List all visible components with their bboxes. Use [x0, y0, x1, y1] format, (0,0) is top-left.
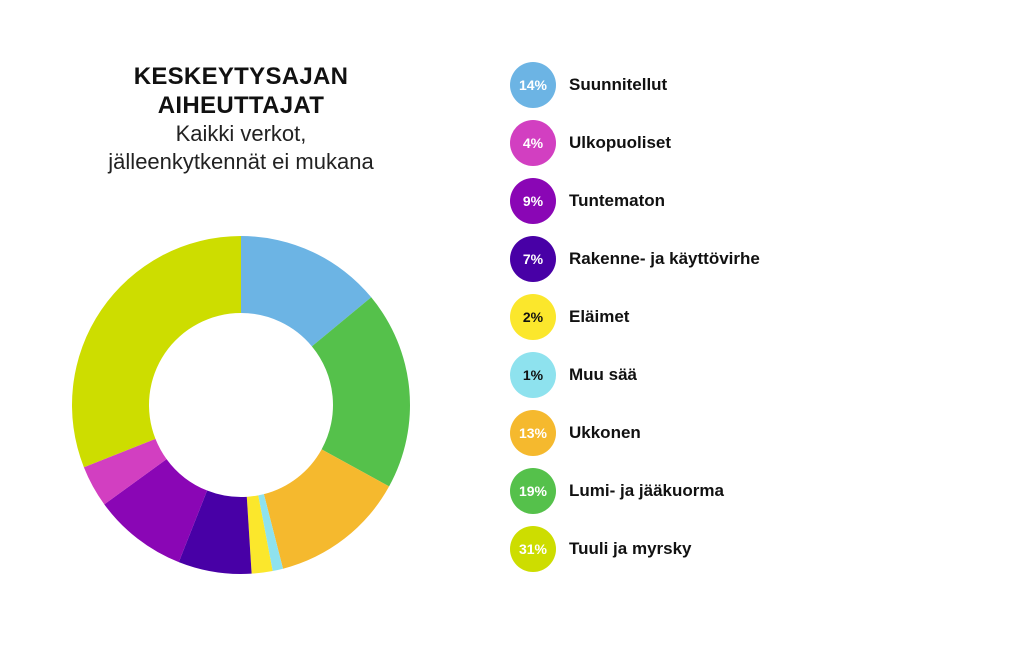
donut-slice-1 [241, 236, 372, 347]
legend-value-badge: 4% [510, 120, 556, 166]
donut-slice-6 [178, 490, 252, 574]
legend-label: Muu sää [569, 365, 638, 384]
legend-value-badge: 19% [510, 468, 556, 514]
legend-label: Suunnitellut [569, 75, 668, 94]
chart-title-line-1: KESKEYTYSAJAN [133, 63, 349, 90]
legend-label: Ulkopuoliset [569, 133, 672, 152]
chart-title-line-2: AIHEUTTAJAT [157, 92, 325, 119]
legend-value-badge: 2% [510, 294, 556, 340]
legend-label: Lumi- ja jääkuorma [569, 481, 724, 500]
legend-item: 7% Rakenne- ja käyttövirhe [510, 236, 760, 282]
legend-label: Tuuli ja myrsky [569, 539, 692, 558]
legend-value-badge: 13% [510, 410, 556, 456]
legend-item: 13% Ukkonen [510, 410, 641, 456]
legend-item: 14% Suunnitellut [510, 62, 667, 108]
legend-label: Eläimet [569, 307, 630, 326]
legend-value-badge: 31% [510, 526, 556, 572]
legend-value-badge: 1% [510, 352, 556, 398]
legend-value-badge: 9% [510, 178, 556, 224]
legend-item: 31% Tuuli ja myrsky [510, 526, 692, 572]
legend-label: Rakenne- ja käyttövirhe [569, 249, 760, 268]
chart-subtitle-line-2: jälleenkytkennät ei mukana [108, 149, 374, 174]
legend-item: 1% Muu sää [510, 352, 637, 398]
legend-item: 19% Lumi- ja jääkuorma [510, 468, 724, 514]
donut-slice-7 [104, 459, 208, 563]
donut-slice-4 [258, 494, 284, 572]
donut-slice-3 [263, 449, 390, 569]
legend-item: 9% Tuntematon [510, 178, 665, 224]
donut-slice-9 [72, 236, 242, 468]
legend-value-badge: 7% [510, 236, 556, 282]
chart-subtitle-line-1: Kaikki verkot, [175, 121, 307, 146]
chart-title-block: KESKEYTYSAJAN AIHEUTTAJAT Kaikki verkot,… [60, 62, 422, 176]
donut-slice-5 [246, 495, 273, 574]
legend-item: 4% Ulkopuoliset [510, 120, 671, 166]
legend-label: Ukkonen [569, 423, 641, 442]
donut-slice-8 [83, 438, 167, 505]
legend-label: Tuntematon [569, 191, 666, 210]
donut-slice-2 [311, 297, 410, 487]
donut-chart [72, 236, 410, 574]
legend-value-badge: 14% [510, 62, 556, 108]
legend-item: 2% Eläimet [510, 294, 629, 340]
